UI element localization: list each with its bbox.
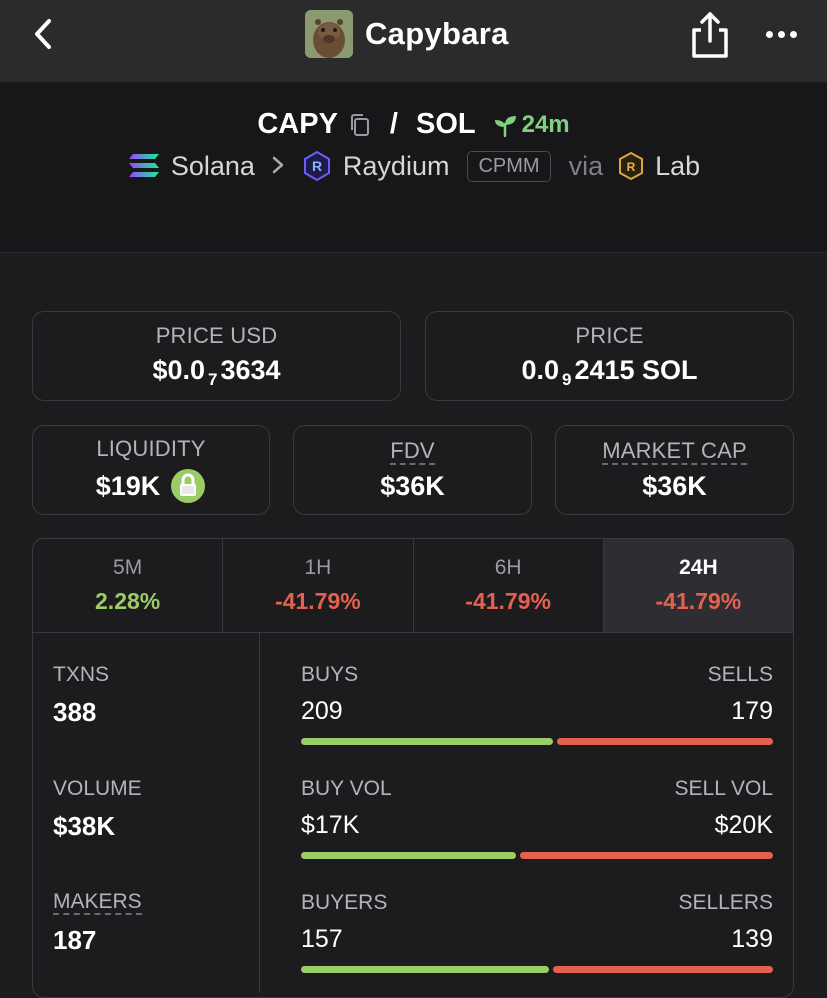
share-button[interactable] — [690, 10, 730, 60]
market-cap-value: $36K — [642, 470, 707, 501]
tab-6h[interactable]: 6H -41.79% — [414, 539, 604, 632]
sellers-label: SELLERS — [678, 891, 773, 914]
buy-vol-label: BUY VOL — [301, 777, 392, 800]
sellers-value: 139 — [731, 925, 773, 953]
svg-text:R: R — [312, 158, 322, 174]
buyers-label: BUYERS — [301, 891, 388, 914]
sell-vol-label: SELL VOL — [674, 777, 773, 800]
pair-separator: / — [389, 108, 398, 140]
makers-stat: MAKERS 187 — [53, 890, 142, 955]
tab-1h[interactable]: 1H -41.79% — [223, 539, 414, 632]
market-cap-card: MARKET CAP $36K — [555, 425, 794, 515]
pool-type-badge: CPMM — [467, 150, 551, 182]
buy-share-fill — [301, 738, 554, 745]
dot-icon — [766, 30, 773, 38]
volume-stat: VOLUME $38K — [53, 777, 142, 841]
liquidity-card: LIQUIDITY $19K — [32, 425, 270, 515]
quote-symbol: SOL — [415, 108, 476, 140]
top-bar: Capybara — [0, 0, 827, 82]
fdv-card: FDV $36K — [293, 425, 532, 515]
tab-24h[interactable]: 24H -41.79% — [603, 539, 793, 632]
makers-value: 187 — [53, 925, 97, 955]
token-avatar — [305, 10, 353, 58]
liquidity-value: $19K — [96, 468, 207, 504]
copy-icon[interactable] — [348, 112, 372, 138]
volume-value: $38K — [53, 811, 116, 841]
sells-value: 179 — [731, 697, 773, 725]
timeframe-tabs: 5M 2.28% 1H -41.79% 6H -41.79% 24H -41.7… — [33, 539, 793, 633]
price-native-card: PRICE 0.0 9 2415 SOL — [425, 311, 794, 401]
sells-label: SELLS — [707, 663, 773, 686]
buys-sells-bar — [301, 738, 773, 745]
totals-column: TXNS 388 VOLUME $38K MAKERS 187 — [33, 633, 260, 993]
tab-5m[interactable]: 5M 2.28% — [33, 539, 224, 632]
fdv-label[interactable]: FDV — [390, 437, 435, 465]
buyers-sellers-row: BUYERS SELLERS 157 139 — [301, 891, 773, 973]
price-usd-card: PRICE USD $0.0 7 3634 — [32, 311, 401, 401]
base-symbol: CAPY — [257, 108, 338, 140]
dex-name[interactable]: Raydium — [342, 150, 450, 181]
stats-area: TXNS 388 VOLUME $38K MAKERS 187 BUYS SEL… — [33, 633, 793, 993]
share-icon — [692, 12, 728, 58]
volume-split-bar — [301, 852, 773, 859]
route-row: Solana R Raydium CPMM via R Lab — [0, 150, 827, 182]
buy-vol-fill — [301, 852, 517, 859]
volume-split-row: BUY VOL SELL VOL $17K $20K — [301, 777, 773, 859]
txns-value: 388 — [53, 697, 97, 727]
pair-title: CAPY / SOL 24m — [0, 108, 827, 141]
liquidity-label: LIQUIDITY — [96, 436, 206, 461]
dot-icon — [790, 30, 797, 38]
chevron-left-icon — [35, 19, 51, 49]
buys-sells-row: BUYS SELLS 209 179 — [301, 663, 773, 745]
buyers-value: 157 — [301, 925, 343, 953]
buyers-fill — [301, 966, 550, 973]
pair-age-text: 24m — [521, 110, 570, 138]
svg-text:R: R — [627, 160, 636, 174]
pair-header: CAPY / SOL 24m Solana — [0, 82, 827, 253]
app-title: Capybara — [365, 16, 509, 51]
txns-stat: TXNS 388 — [53, 663, 110, 727]
price-usd-label: PRICE USD — [155, 322, 278, 348]
chain-name[interactable]: Solana — [170, 150, 255, 181]
change-1h: -41.79% — [275, 588, 361, 614]
buyers-sellers-bar — [301, 966, 773, 973]
via-name[interactable]: Lab — [655, 150, 701, 181]
back-button[interactable] — [28, 16, 58, 52]
price-native-value: 0.0 9 2415 SOL — [521, 354, 698, 389]
activity-panel: 5M 2.28% 1H -41.79% 6H -41.79% 24H -41.7… — [32, 538, 794, 998]
buy-vol-value: $17K — [301, 811, 360, 839]
change-5m: 2.28% — [95, 588, 161, 614]
sellers-fill — [553, 966, 773, 973]
more-options-button[interactable] — [766, 24, 806, 44]
pair-age: 24m — [492, 111, 570, 139]
sprout-icon — [494, 115, 516, 137]
buys-value: 209 — [301, 697, 343, 725]
via-label: via — [568, 150, 604, 181]
dot-icon — [778, 30, 785, 38]
sell-share-fill — [557, 738, 773, 745]
change-6h: -41.79% — [465, 588, 551, 614]
raydium-logo-icon: R — [303, 150, 330, 182]
price-usd-value: $0.0 7 3634 — [152, 354, 281, 389]
sell-vol-value: $20K — [714, 811, 773, 839]
lock-icon[interactable] — [170, 468, 206, 504]
price-native-label: PRICE — [575, 322, 644, 348]
buys-label: BUYS — [301, 663, 359, 686]
change-24h: -41.79% — [655, 588, 742, 614]
sell-vol-fill — [520, 852, 773, 859]
market-cap-label[interactable]: MARKET CAP — [602, 437, 747, 465]
title-group: Capybara — [305, 10, 509, 58]
chevron-right-icon — [271, 151, 285, 182]
lab-logo-icon: R — [619, 151, 644, 181]
solana-logo-icon — [128, 154, 159, 177]
fdv-value: $36K — [380, 470, 445, 501]
